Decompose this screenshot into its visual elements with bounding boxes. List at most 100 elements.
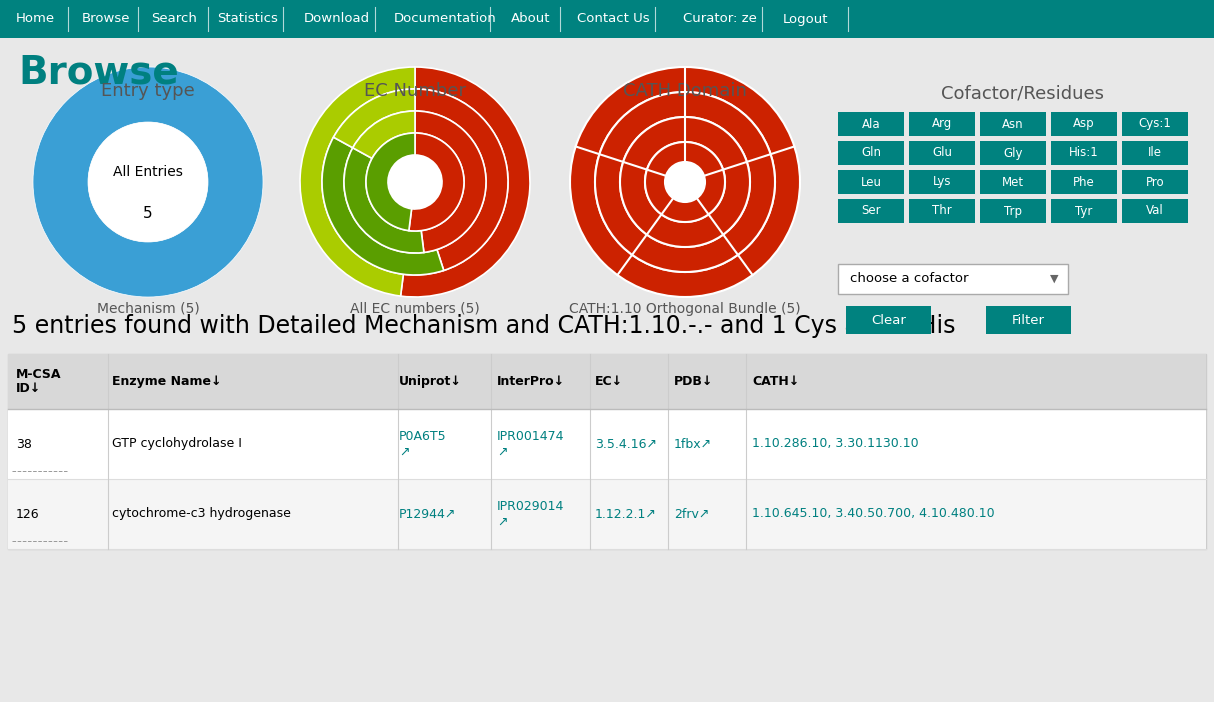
FancyBboxPatch shape — [1122, 170, 1189, 194]
Text: Download: Download — [304, 13, 370, 25]
Text: Home: Home — [16, 13, 55, 25]
FancyBboxPatch shape — [980, 141, 1046, 165]
Text: Gln: Gln — [861, 147, 881, 159]
Text: IPR001474
↗: IPR001474 ↗ — [497, 430, 565, 458]
Text: P12944↗: P12944↗ — [399, 508, 456, 520]
Text: Clear: Clear — [872, 314, 906, 326]
Text: CATH:1.10 Orthogonal Bundle (5): CATH:1.10 Orthogonal Bundle (5) — [569, 302, 801, 316]
FancyBboxPatch shape — [909, 112, 975, 136]
FancyBboxPatch shape — [8, 354, 1206, 409]
Text: 3.5.4.16↗: 3.5.4.16↗ — [595, 437, 657, 451]
FancyBboxPatch shape — [8, 354, 1206, 549]
Text: IPR029014
↗: IPR029014 ↗ — [497, 500, 565, 529]
Wedge shape — [415, 111, 486, 253]
Text: Ala: Ala — [862, 117, 880, 131]
Text: Cys:1: Cys:1 — [1139, 117, 1172, 131]
Text: 38: 38 — [16, 437, 32, 451]
Text: InterPro↓: InterPro↓ — [497, 375, 566, 388]
Text: M-CSA
ID↓: M-CSA ID↓ — [16, 368, 62, 395]
Text: 1.10.286.10, 3.30.1130.10: 1.10.286.10, 3.30.1130.10 — [751, 437, 919, 451]
Wedge shape — [409, 133, 464, 231]
Text: Browse: Browse — [81, 13, 130, 25]
Text: Entry type: Entry type — [101, 82, 195, 100]
FancyBboxPatch shape — [1122, 112, 1189, 136]
FancyBboxPatch shape — [1051, 170, 1117, 194]
Text: Met: Met — [1002, 176, 1025, 189]
FancyBboxPatch shape — [8, 479, 1206, 549]
FancyBboxPatch shape — [838, 112, 904, 136]
Text: Glu: Glu — [932, 147, 952, 159]
Text: 1fbx↗: 1fbx↗ — [674, 437, 713, 451]
Text: Val: Val — [1146, 204, 1164, 218]
FancyBboxPatch shape — [909, 170, 975, 194]
Text: Gly: Gly — [1003, 147, 1022, 159]
FancyBboxPatch shape — [980, 112, 1046, 136]
Text: CATH Domain: CATH Domain — [623, 82, 747, 100]
FancyBboxPatch shape — [1051, 112, 1117, 136]
FancyBboxPatch shape — [909, 141, 975, 165]
Text: Arg: Arg — [932, 117, 952, 131]
Text: Tyr: Tyr — [1076, 204, 1093, 218]
Text: Asp: Asp — [1073, 117, 1095, 131]
Text: Statistics: Statistics — [217, 13, 278, 25]
FancyBboxPatch shape — [0, 0, 1214, 38]
Wedge shape — [33, 67, 263, 297]
Wedge shape — [300, 67, 415, 296]
Text: CATH↓: CATH↓ — [751, 375, 799, 388]
Wedge shape — [322, 137, 444, 275]
Text: 2frv↗: 2frv↗ — [674, 508, 709, 520]
FancyBboxPatch shape — [980, 199, 1046, 223]
Circle shape — [665, 162, 705, 202]
Text: Filter: Filter — [1012, 314, 1045, 326]
FancyBboxPatch shape — [838, 170, 904, 194]
FancyBboxPatch shape — [909, 199, 975, 223]
Text: Contact Us: Contact Us — [577, 13, 649, 25]
Wedge shape — [415, 89, 507, 270]
Text: Logout: Logout — [783, 13, 829, 25]
Text: All Entries: All Entries — [113, 165, 183, 179]
Text: Asn: Asn — [1003, 117, 1023, 131]
Text: Ile: Ile — [1148, 147, 1162, 159]
Text: Ser: Ser — [861, 204, 881, 218]
Wedge shape — [334, 89, 415, 148]
Wedge shape — [595, 92, 775, 272]
Text: cytochrome-c3 hydrogenase: cytochrome-c3 hydrogenase — [112, 508, 291, 520]
Text: Phe: Phe — [1073, 176, 1095, 189]
Text: About: About — [511, 13, 551, 25]
Text: His:1: His:1 — [1070, 147, 1099, 159]
Text: Thr: Thr — [932, 204, 952, 218]
Wedge shape — [620, 117, 750, 247]
Text: 5: 5 — [143, 206, 153, 222]
FancyBboxPatch shape — [980, 170, 1046, 194]
Text: Lys: Lys — [932, 176, 952, 189]
Text: Documentation: Documentation — [393, 13, 497, 25]
Text: EC Number: EC Number — [364, 82, 466, 100]
Wedge shape — [401, 67, 531, 297]
Text: Uniprot↓: Uniprot↓ — [399, 375, 461, 388]
Text: EC↓: EC↓ — [595, 375, 623, 388]
FancyBboxPatch shape — [1122, 199, 1189, 223]
FancyBboxPatch shape — [838, 264, 1068, 294]
Wedge shape — [365, 133, 415, 231]
Text: All EC numbers (5): All EC numbers (5) — [350, 302, 480, 316]
Text: PDB↓: PDB↓ — [674, 375, 714, 388]
Text: Browse: Browse — [18, 54, 178, 92]
FancyBboxPatch shape — [1051, 199, 1117, 223]
Text: ▼: ▼ — [1050, 274, 1059, 284]
Wedge shape — [571, 67, 800, 297]
FancyBboxPatch shape — [986, 306, 1071, 334]
Wedge shape — [645, 142, 725, 222]
Text: Enzyme Name↓: Enzyme Name↓ — [112, 375, 221, 388]
Text: P0A6T5
↗: P0A6T5 ↗ — [399, 430, 447, 458]
Text: Curator: ze: Curator: ze — [683, 13, 758, 25]
Text: Trp: Trp — [1004, 204, 1022, 218]
FancyBboxPatch shape — [838, 141, 904, 165]
Text: 1.12.2.1↗: 1.12.2.1↗ — [595, 508, 657, 520]
Text: Pro: Pro — [1146, 176, 1164, 189]
Circle shape — [388, 155, 442, 209]
Text: Cofactor/Residues: Cofactor/Residues — [942, 84, 1105, 102]
Text: Search: Search — [151, 13, 197, 25]
Wedge shape — [344, 148, 424, 253]
Text: GTP cyclohydrolase I: GTP cyclohydrolase I — [112, 437, 242, 451]
Wedge shape — [353, 111, 415, 159]
